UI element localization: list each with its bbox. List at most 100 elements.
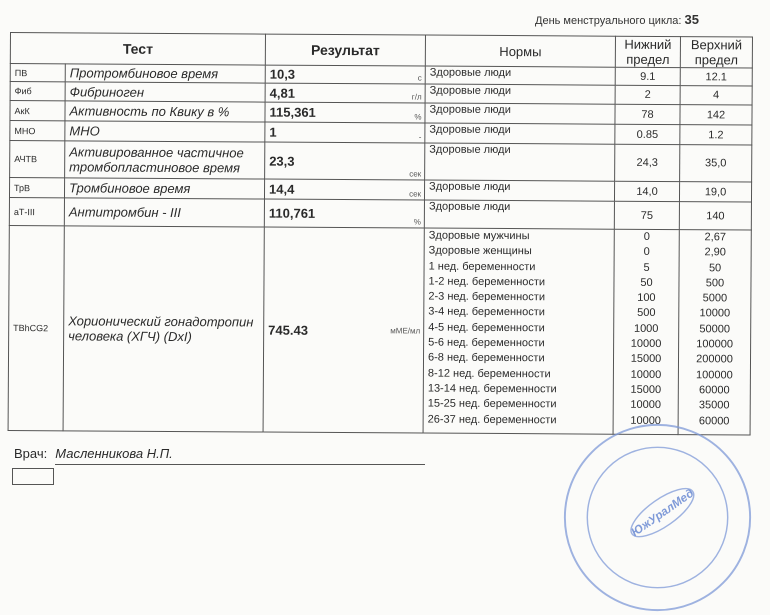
hcg-norm-lower: 100 [637,292,656,305]
test-code: АкК [9,100,66,121]
test-name: Хорионический гонадотропин человека (ХГЧ… [63,225,265,433]
norm-group: Здоровые люди [424,143,615,182]
test-unit: сек [409,189,422,199]
hcg-norm-lower: 50 [640,276,653,289]
test-code: аТ-III [9,197,65,226]
test-unit: мМЕ/мл [390,326,421,336]
test-result: 14,4 [269,181,295,197]
hcg-norm-label: Здоровые мужчины [428,229,530,243]
hcg-norm-lower: 0 [643,230,650,243]
norm-group: Здоровые люди [424,200,615,230]
hcg-norm-upper: 5000 [702,292,728,305]
hcg-norm-upper: 50000 [699,322,731,336]
hcg-norm-lower: 1000 [633,322,659,335]
lower-limit: 2 [615,85,681,105]
test-code: Фиб [10,81,66,101]
norm-group: Здоровые люди [425,84,616,105]
test-unit: % [413,217,421,227]
upper-limit: 19,0 [679,181,752,203]
cycle-day-label: День менструального цикла: [535,15,682,27]
hcg-norm-label: 8-12 нед. беременности [427,367,551,380]
header-result: Результат [265,34,426,67]
test-result: 1 [269,124,277,140]
hcg-norm-lower: 0 [643,246,650,259]
test-name: МНО [64,120,265,143]
header-norms: Нормы [425,35,616,68]
hcg-norm-upper: 100000 [696,338,734,351]
hcg-norm-label: 13-14 нед. беременности [427,382,557,396]
test-result: 10,3 [269,66,296,82]
hcg-norm-label: 15-25 нед. беременности [427,397,557,411]
hcg-norm-label: 4-5 нед. беременности [428,321,545,335]
upper-limit: 1.2 [679,124,752,146]
test-unit: г/л [411,92,422,102]
upper-limit: 4 [680,85,753,106]
table-row: АЧТВ Активированное частичное тромбоплас… [9,140,752,183]
test-unit: сек [409,169,422,179]
hcg-norm-upper: 10000 [699,307,731,320]
test-name: Активность по Квику в % [64,100,266,123]
table-row-hcg: TBhCG2 Хорионический гонадотропин челове… [8,225,752,436]
upper-limit: 142 [679,104,753,126]
svg-text:ЮжУралМед: ЮжУралМед [629,487,696,540]
cycle-day-value: 35 [684,12,700,27]
header-upper: Верхний предел [680,36,753,69]
norm-group: Здоровые люди [424,103,616,125]
hcg-norm-upper: 2,67 [704,231,727,244]
upper-limit: 12.1 [680,67,753,87]
hcg-norm-lower: 5 [643,261,650,274]
upper-limit: 35,0 [679,144,752,183]
test-unit: с [417,73,422,83]
doctor-name: Масленникова Н.П. [55,446,173,461]
menstrual-cycle-day: День менструального цикла: 35 [535,12,699,29]
doctor-label: Врач: [14,446,48,461]
test-result: 745.43 [268,322,309,338]
clinic-stamp: ЮжУралМед [563,423,752,612]
test-result: 115,361 [269,104,316,120]
lower-limit: 9.1 [615,67,681,86]
doctor-signature: Врач: Масленникова Н.П. [14,446,173,462]
test-name: Тромбиновое время [64,177,265,200]
hcg-norm-label: 2-3 нед. беременности [428,290,546,304]
results-table: Тест Результат Нормы Нижний предел Верхн… [8,32,753,436]
test-code: ТрВ [9,177,65,198]
test-code: АЧТВ [9,140,65,178]
hcg-norm-label: 1-2 нед. беременности [428,275,546,289]
lower-limit: 78 [614,104,681,125]
empty-box [12,468,54,485]
hcg-norm-label: 1 нед. беременности [428,260,536,273]
test-result: 110,761 [268,205,316,221]
hcg-lower-limits: 0 0 5 50 100 500 1000 10000 15000 10000 15000 10000… [613,229,680,435]
test-name: Антитромбин - III [64,197,265,228]
header-test: Тест [10,32,266,66]
test-name: Протромбиновое время [65,63,266,84]
hcg-norm-label: 5-6 нед. беременности [428,336,545,350]
lower-limit: 75 [614,201,680,230]
hcg-norm-label: Здоровые женщины [428,244,532,258]
hcg-norm-lower: 10000 [630,368,662,381]
hcg-norm-label: 6-8 нед. беременности [427,351,545,365]
hcg-norm-lower: 15000 [630,353,662,366]
lower-limit: 14,0 [614,181,680,202]
signature-line [55,464,425,465]
norm-group: Здоровые люди [424,123,615,145]
hcg-norm-label: 3-4 нед. беременности [428,306,545,319]
test-code: TBhCG2 [8,225,65,431]
header-lower: Нижний предел [615,36,681,68]
upper-limit: 140 [679,201,752,231]
norm-group: Здоровые люди [424,180,615,202]
test-name: Фибриноген [65,81,266,103]
hcg-norm-upper: 35000 [698,399,730,412]
lower-limit: 0.85 [614,124,680,145]
hcg-norm-lower: 10000 [630,337,662,351]
hcg-norm-lower: 15000 [630,383,662,396]
hcg-norm-upper: 200000 [696,353,733,366]
hcg-norm-upper: 50 [708,261,722,274]
hcg-norm-upper: 2,90 [704,246,726,259]
norm-group: Здоровые люди [425,66,616,86]
hcg-upper-limits: 2,67 2,90 50 500 5000 10000 50000 100000 200000 1… [678,229,752,436]
hcg-norm-lower: 10000 [630,399,662,412]
test-result: 23,3 [269,153,295,169]
test-code: ПВ [10,63,66,82]
test-code: МНО [9,120,65,141]
